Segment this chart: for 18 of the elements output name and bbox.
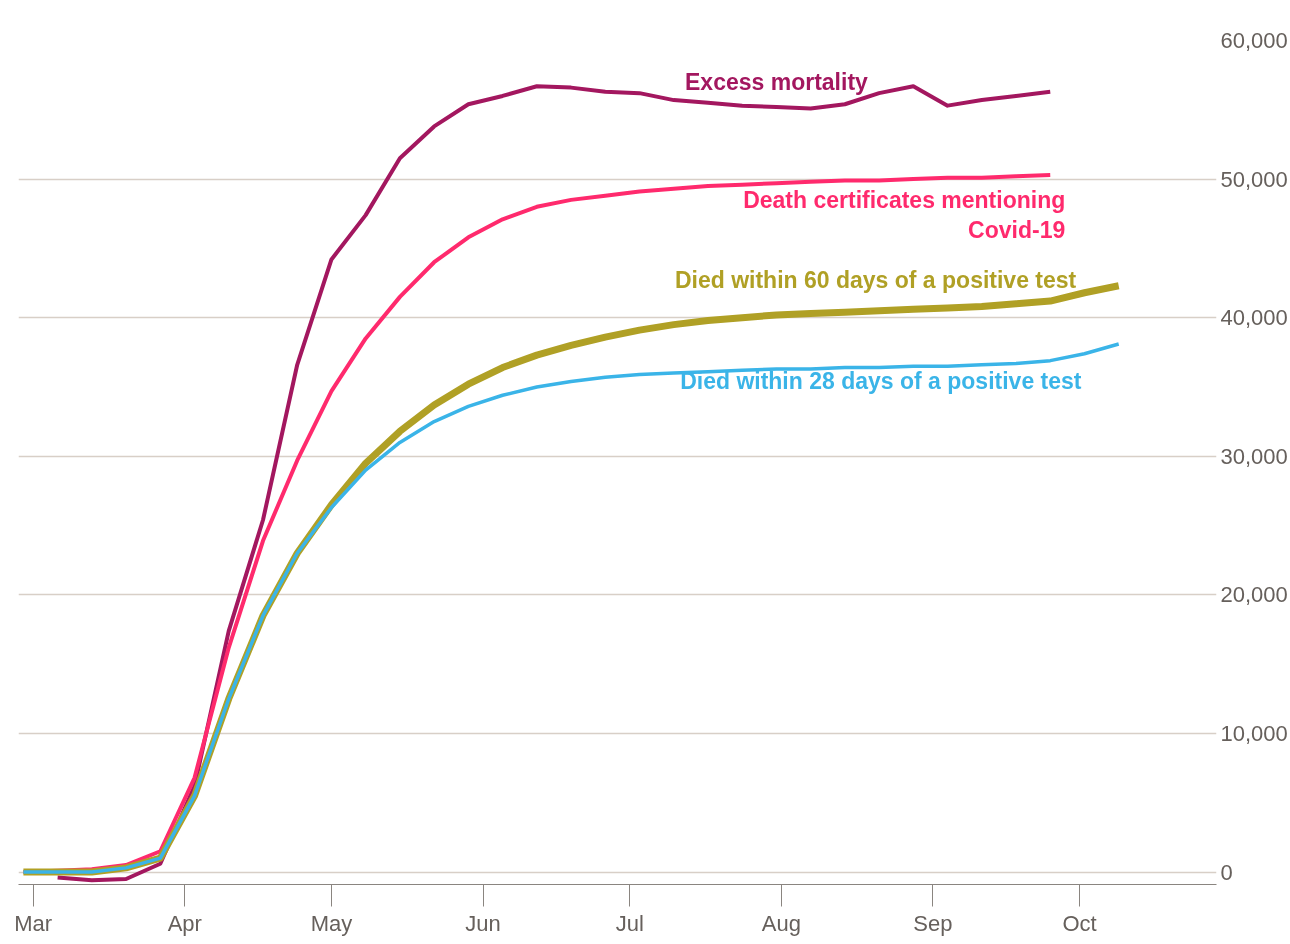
x-tick-label: Jun <box>465 910 501 936</box>
x-tick-label: Apr <box>167 910 202 936</box>
x-tick-label: Sep <box>913 910 953 936</box>
series-label: Excess mortality <box>685 69 869 96</box>
y-tick-label: 50,000 <box>1220 166 1288 192</box>
x-tick-label: May <box>310 910 353 936</box>
x-tick-label: Mar <box>14 910 53 936</box>
x-tick-label: Aug <box>761 910 801 936</box>
y-tick-label: 30,000 <box>1220 443 1288 469</box>
series-label: Death certificates mentioning Covid-19 <box>743 186 1066 243</box>
y-tick-label: 60,000 <box>1220 28 1288 53</box>
x-tick-label: Jul <box>615 910 644 936</box>
x-tick-label: Oct <box>1062 910 1097 936</box>
y-tick-label: 20,000 <box>1220 582 1288 608</box>
series-label: Died within 60 days of a positive test <box>674 267 1077 294</box>
y-tick-label: 0 <box>1220 859 1233 885</box>
y-tick-label: 10,000 <box>1220 720 1288 746</box>
y-tick-label: 40,000 <box>1220 305 1288 331</box>
